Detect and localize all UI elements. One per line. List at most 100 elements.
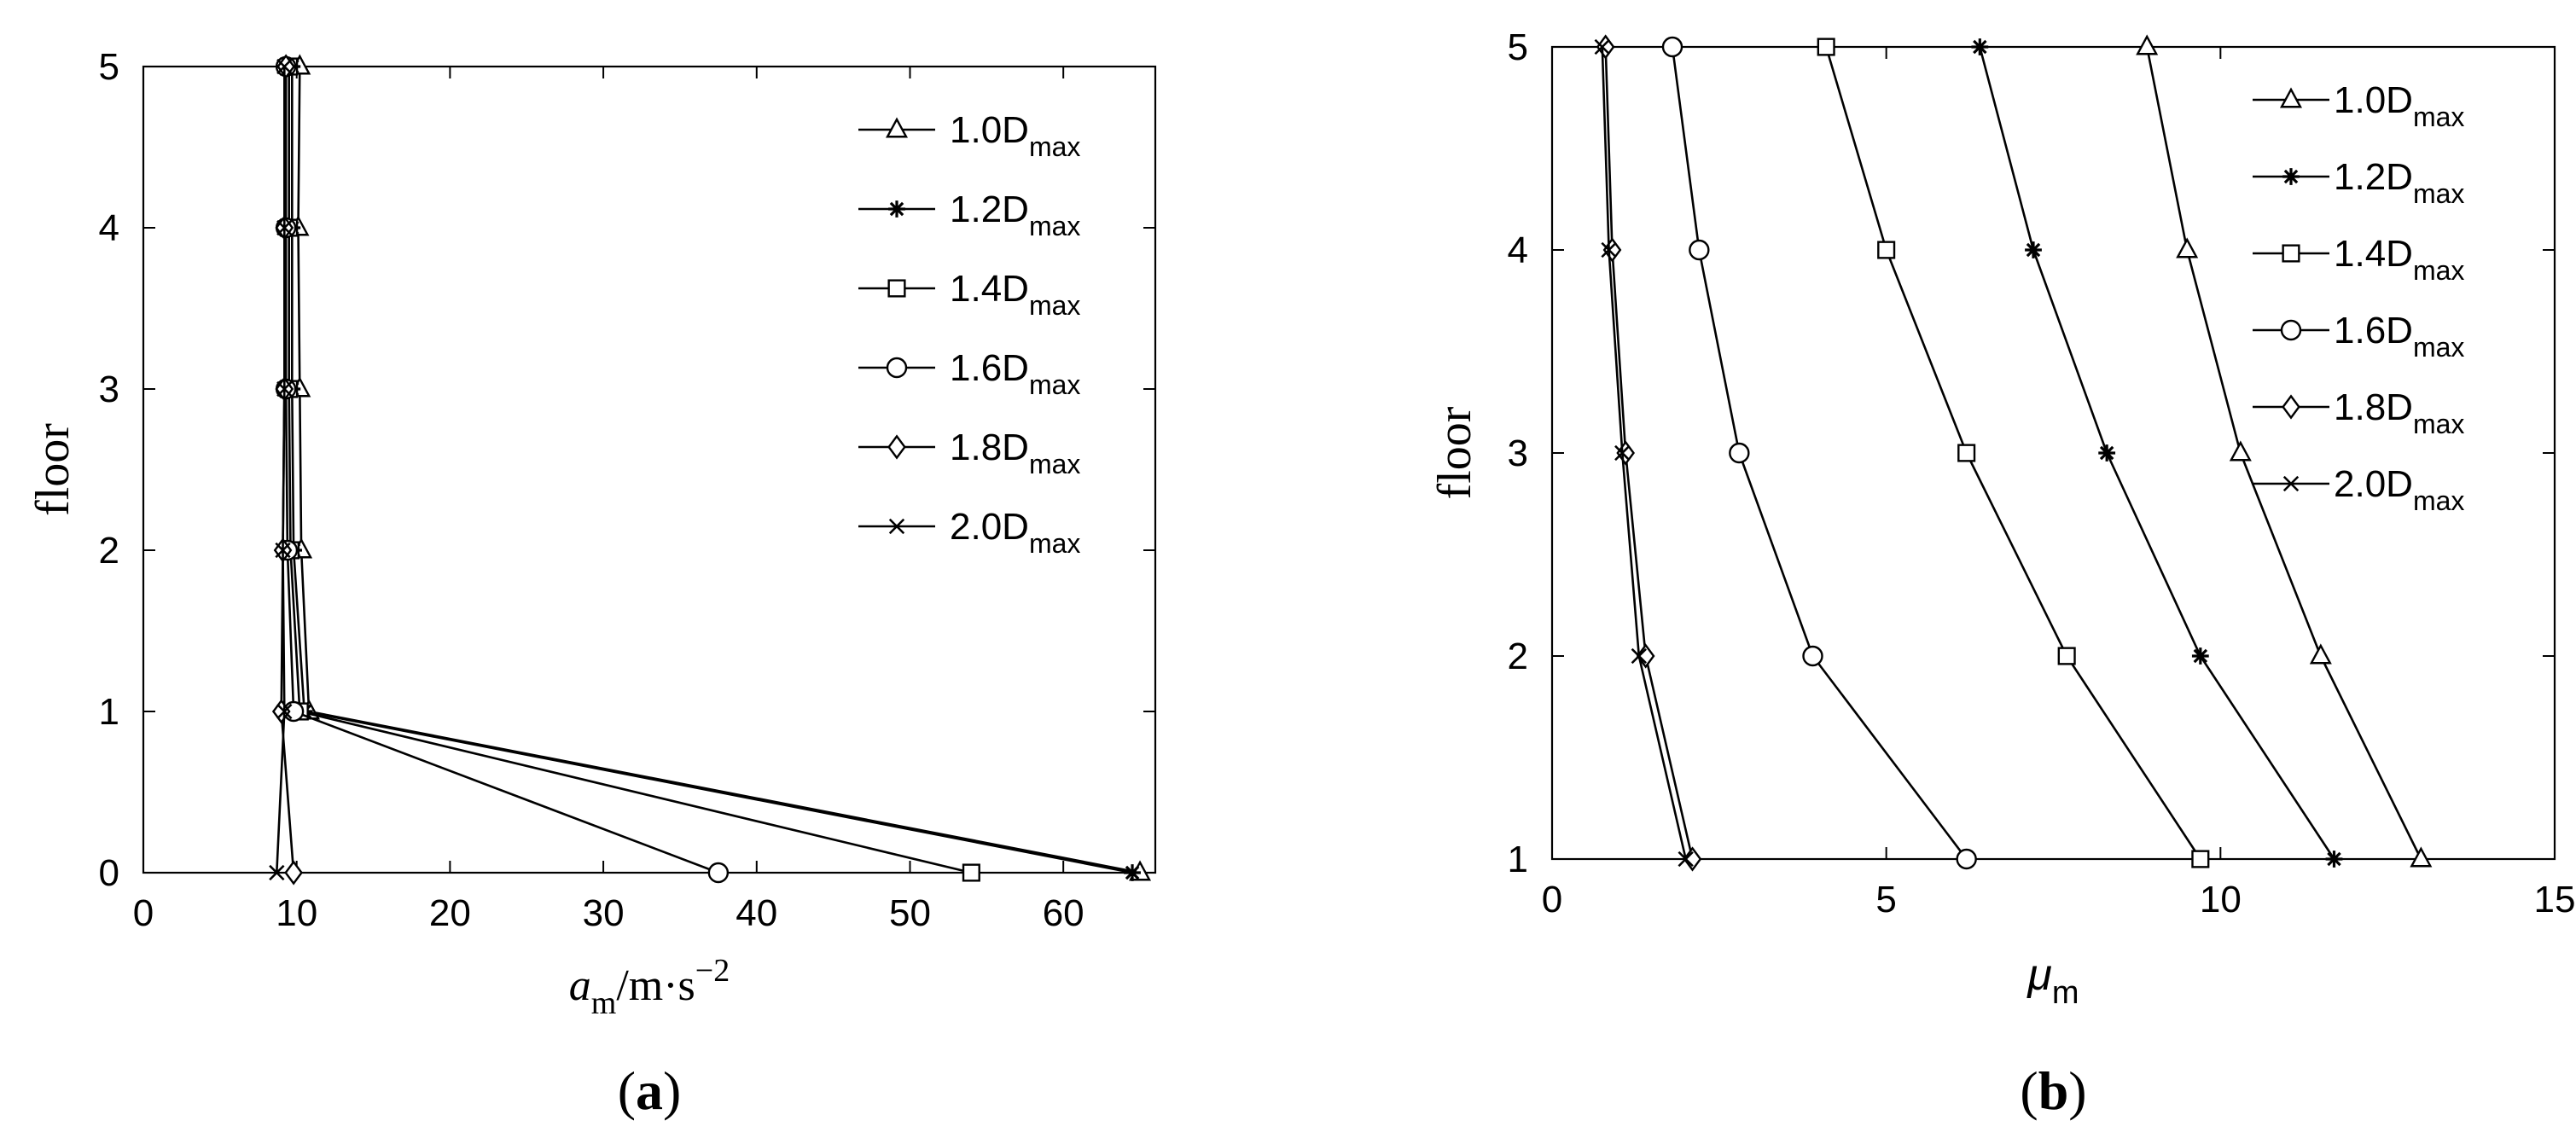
y-tick-label: 3	[99, 369, 119, 410]
legend-item: 1.4Dmax	[858, 268, 1080, 321]
legend-item: 2.0Dmax	[2253, 463, 2464, 516]
series-1.4	[1817, 38, 2210, 868]
x-tick-label: 10	[2200, 879, 2242, 920]
y-tick-label: 1	[99, 691, 119, 733]
legend-item: 1.8Dmax	[858, 427, 1080, 479]
y-tick-label: 3	[1508, 433, 1528, 474]
data-point	[1661, 36, 1683, 58]
data-point	[1601, 241, 1617, 258]
data-point	[276, 380, 293, 398]
x-tick-label: 10	[276, 892, 317, 934]
legend: 1.0Dmax 1.2Dmax 1.4Dmax 1.6Dmax 1.8Dmax 2.0Dm…	[2253, 79, 2464, 516]
data-point	[284, 860, 303, 885]
x-tick-label: 0	[133, 892, 154, 934]
legend-marker	[2282, 168, 2300, 185]
series-1.2	[283, 58, 1141, 881]
y-tick-label: 2	[1508, 636, 1528, 677]
x-tick-label: 20	[429, 892, 471, 934]
legend-item: 1.2Dmax	[858, 189, 1080, 241]
x-tick-label: 60	[1043, 892, 1084, 934]
series-line	[297, 66, 1141, 874]
data-point	[1971, 38, 1989, 55]
panel-label: (a)	[618, 1060, 682, 1121]
data-point	[2229, 440, 2252, 462]
series-line	[1979, 46, 2335, 860]
data-point	[1631, 647, 1647, 665]
data-point	[1614, 444, 1631, 462]
legend-label: 1.8Dmax	[950, 427, 1080, 479]
data-point	[2325, 851, 2343, 868]
data-point	[2410, 846, 2433, 868]
legend-marker	[888, 518, 905, 535]
series-1.6	[1661, 36, 1977, 870]
x-tick-label: 0	[1542, 879, 1562, 920]
legend-label: 1.0Dmax	[950, 109, 1080, 162]
legend-marker	[2282, 244, 2300, 263]
series-line	[1824, 46, 2201, 860]
chart-b: 0 5 10 1512345floorμm1.0Dmax1.2Dmax1.4Dmax1…	[1428, 26, 2575, 1121]
x-axis-label: μm	[2026, 950, 2079, 1011]
x-tick-label: 5	[1875, 879, 1896, 920]
legend-item: 1.0Dmax	[858, 109, 1080, 162]
series-line	[1671, 46, 1968, 860]
legend-label: 2.0Dmax	[950, 506, 1080, 559]
series-line	[276, 67, 286, 874]
data-point	[2136, 34, 2159, 55]
legend-label: 1.4Dmax	[2334, 233, 2464, 286]
legend-item: 1.8Dmax	[2253, 386, 2464, 439]
data-point	[1678, 851, 1694, 868]
data-point	[1683, 846, 1702, 872]
legend-marker	[887, 434, 906, 460]
data-point	[2309, 643, 2332, 665]
data-point	[1956, 848, 1977, 870]
data-point	[275, 542, 291, 559]
axes-box	[142, 65, 1157, 874]
y-axis-label: floor	[26, 423, 79, 516]
data-point	[1636, 643, 1655, 669]
data-point	[1124, 864, 1141, 881]
x-axis-label: am/m·s−2	[569, 953, 730, 1021]
x-tick-label: 50	[889, 892, 931, 934]
legend-label: 1.0Dmax	[2334, 79, 2464, 132]
x-tick-label: 30	[583, 892, 625, 934]
data-point	[1729, 442, 1750, 464]
data-point	[276, 219, 293, 236]
legend-label: 1.8Dmax	[2334, 386, 2464, 439]
data-point	[269, 864, 285, 881]
data-point	[1594, 38, 1610, 55]
legend-label: 1.4Dmax	[950, 268, 1080, 321]
x-tick-label: 15	[2534, 879, 2576, 920]
y-tick-label: 5	[99, 46, 119, 88]
legend-marker	[886, 357, 908, 379]
legend-marker	[885, 117, 909, 138]
series-1.6	[275, 55, 730, 884]
series-line	[284, 67, 719, 874]
legend-item: 1.6Dmax	[2253, 310, 2464, 363]
legend-item: 2.0Dmax	[858, 506, 1080, 559]
legend-marker	[2282, 475, 2300, 492]
data-point	[1596, 34, 1615, 60]
legend-item: 1.0Dmax	[2253, 79, 2464, 132]
y-tick-label: 5	[1508, 26, 1528, 68]
y-axis-label: floor	[1428, 406, 1481, 499]
data-point	[2191, 647, 2209, 665]
chart-a: 0 10 20 30 40 50 60012345flooram/m·s−21.0Dmax1…	[26, 46, 1157, 1121]
series-line	[1601, 46, 1687, 860]
legend-marker	[2279, 87, 2303, 108]
data-point	[962, 863, 980, 882]
series-2.0	[269, 58, 293, 881]
legend-label: 1.6Dmax	[2334, 310, 2464, 363]
data-point	[707, 862, 730, 884]
data-point	[1602, 237, 1622, 263]
legend-item: 1.4Dmax	[2253, 233, 2464, 286]
data-point	[1689, 239, 1710, 261]
series-line	[288, 67, 972, 874]
legend-marker	[888, 200, 905, 218]
y-tick-label: 2	[99, 530, 119, 572]
y-tick-label: 1	[1508, 839, 1528, 880]
data-point	[1802, 645, 1823, 667]
data-point	[2057, 647, 2076, 665]
series-1.0	[2136, 34, 2433, 868]
series-1.2	[1971, 38, 2343, 868]
